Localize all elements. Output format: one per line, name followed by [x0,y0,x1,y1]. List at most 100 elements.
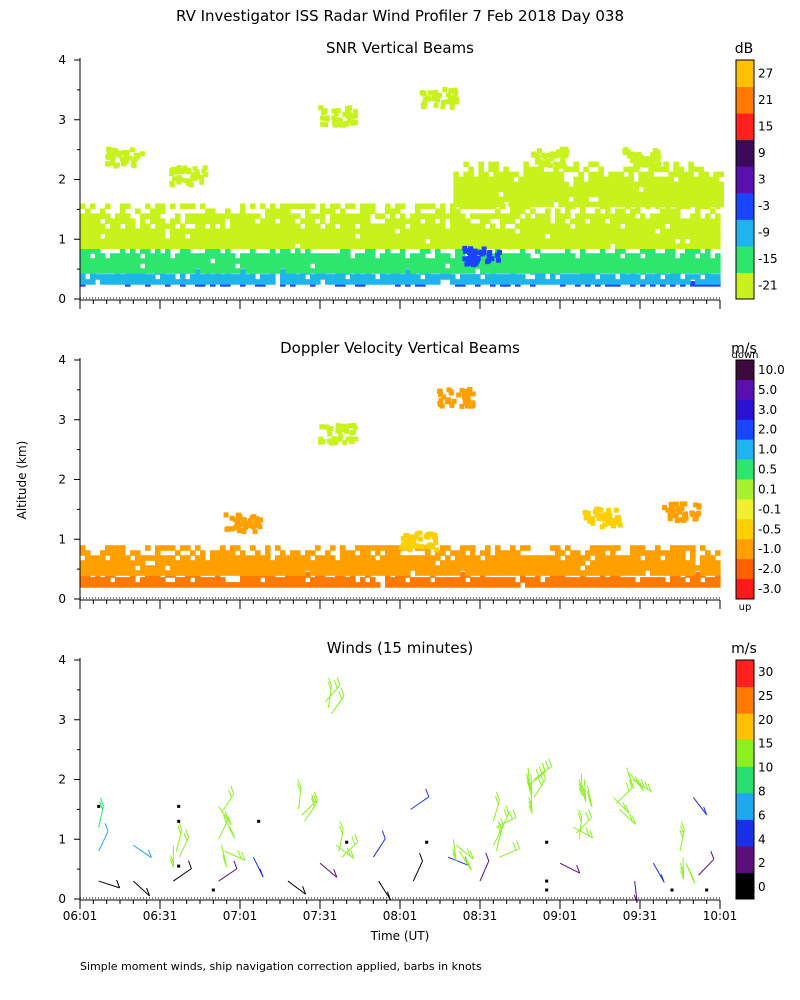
heatmap-cell [650,582,656,588]
heatmap-cell [370,248,376,254]
heatmap-cell [490,555,496,561]
heatmap-cell [90,213,96,219]
heatmap-cell [585,570,591,576]
heatmap-cell [528,181,534,188]
heatmap-cell [685,228,691,234]
heatmap-cell [265,223,271,229]
heatmap-cell [703,176,709,183]
heatmap-cell [648,156,654,162]
heatmap-cell [675,550,681,556]
heatmap-cell [305,279,311,285]
heatmap-cell [280,263,286,269]
heatmap-cell [685,218,691,224]
heatmap-cell [590,258,596,264]
heatmap-cell [430,218,436,224]
heatmap-cell [455,228,461,234]
heatmap-cell [630,545,636,551]
heatmap-cell [695,577,701,583]
heatmap-cell [705,253,711,259]
heatmap-cell [245,223,251,229]
heatmap-cell [460,248,466,254]
heatmap-cell [450,582,456,588]
heatmap-cell [583,186,589,193]
heatmap-cell [337,429,343,435]
heatmap-cell [415,570,421,576]
heatmap-cell [190,228,196,234]
heatmap-cell [605,570,611,576]
heatmap-cell [480,218,486,224]
heatmap-cell [585,274,591,280]
heatmap-cell [620,213,626,219]
heatmap-cell [255,550,261,556]
heatmap-cell [295,258,301,264]
heatmap-cell [155,582,161,588]
heatmap-cell [180,228,186,234]
heatmap-cell [715,238,721,244]
heatmap-cell [533,191,539,198]
heatmap-cell [670,582,676,588]
heatmap-cell [530,263,536,269]
heatmap-cell [610,228,616,234]
heatmap-cell [160,253,166,259]
heatmap-cell [583,191,589,198]
heatmap-cell [110,550,116,556]
heatmap-cell [540,228,546,234]
heatmap-cell [418,544,424,550]
heatmap-cell [315,243,321,249]
x-tick-label: 06:31 [143,909,178,923]
heatmap-cell [245,228,251,234]
heatmap-cell [485,577,491,583]
heatmap-cell [385,555,391,561]
heatmap-cell [575,550,581,556]
heatmap-cell [483,186,489,193]
heatmap-cell [395,279,401,285]
heatmap-cell [165,238,171,244]
heatmap-cell [410,258,416,264]
heatmap-cell [90,228,96,234]
heatmap-cell [375,238,381,244]
colorbar-frame [735,659,755,900]
heatmap-cell [333,111,339,117]
y-tick-label: 0 [58,292,66,306]
heatmap-cell [595,550,601,556]
heatmap-cell [480,238,486,244]
heatmap-cell [715,223,721,229]
heatmap-cell [715,268,721,274]
heatmap-cell [595,218,601,224]
heatmap-cell [440,560,446,566]
heatmap-cell [200,223,206,229]
wind-barb-flag [680,825,684,834]
calm-point [177,864,181,868]
heatmap-cell [285,565,291,571]
heatmap-cell [451,398,457,404]
heatmap-cell [85,228,91,234]
heatmap-cell [525,233,531,239]
heatmap-cell [150,208,156,214]
heatmap-cell [290,550,296,556]
heatmap-cell [603,186,609,193]
heatmap-cell [653,196,659,203]
heatmap-cell [419,90,425,96]
heatmap-cell [360,223,366,229]
heatmap-cell [510,570,516,576]
heatmap-cell [135,154,141,160]
heatmap-cell [195,213,201,219]
heatmap-cell [655,577,661,583]
heatmap-cell [670,248,676,254]
heatmap-cell [241,529,247,535]
heatmap-cell [663,191,669,198]
heatmap-cell [545,228,551,234]
heatmap-cell [665,218,671,224]
heatmap-cell [385,238,391,244]
heatmap-cell [620,243,626,249]
heatmap-cell [190,560,196,566]
heatmap-cell [475,243,481,249]
heatmap-cell [325,208,331,214]
heatmap-cell [515,555,521,561]
heatmap-cell [435,243,441,249]
heatmap-cell [460,268,466,274]
heatmap-cell [353,436,359,442]
heatmap-cell [475,582,481,588]
heatmap-cell [500,550,506,556]
